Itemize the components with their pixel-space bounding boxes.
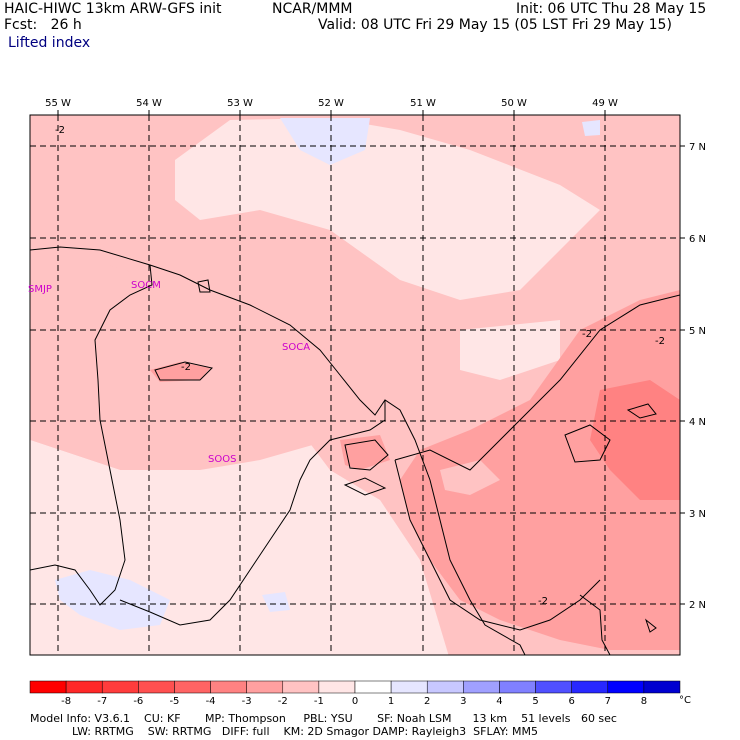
contour-label: -2 [55,125,65,136]
colorbar-swatch [426,680,464,694]
lon-label: 53 W [227,98,253,109]
forecast-hour: Fcst: 26 h [4,17,82,33]
lon-label: 52 W [318,98,344,109]
colorbar-swatch [463,680,500,694]
model-info-line1: Model Info: V3.6.1 CU: KF MP: Thompson P… [30,712,617,725]
colorbar-label: 6 [568,696,574,707]
colorbar-swatch [607,680,645,694]
lat-label: 2 N [689,600,706,611]
colorbar-unit: °C [679,695,691,706]
colorbar-swatch [65,680,103,694]
lat-label: 5 N [689,326,706,337]
colorbar-label: 2 [424,696,430,707]
axis-ticks [57,110,685,605]
map-frame [29,114,681,656]
colorbar-label: -6 [133,696,143,707]
colorbar-swatch [29,680,67,694]
lon-label: 50 W [501,98,527,109]
shaded-field [30,115,680,655]
valid-time: Valid: 08 UTC Fri 29 May 15 (05 LST Fri … [318,17,672,33]
colorbar-label: 7 [605,696,611,707]
colorbar-label: -5 [169,696,179,707]
colorbar-swatch [535,680,572,694]
colorbar-swatch [101,680,139,694]
coastline [29,246,611,656]
colorbar-label: 5 [532,696,538,707]
colorbar-label: -8 [61,696,71,707]
colorbar-label: 0 [352,696,358,707]
colorbar-swatch [318,680,356,694]
model-info-line2: LW: RRTMG SW: RRTMG DIFF: full KM: 2D Sm… [30,725,538,738]
station-label: SOCM [131,280,161,291]
station-label: SOOS [208,454,236,465]
colorbar-swatch [499,680,536,694]
init-time: Init: 06 UTC Thu 28 May 15 [516,1,707,17]
station-label: SOCA [282,342,310,353]
colorbar-swatch [246,680,284,694]
colorbar-swatch [174,680,211,694]
station-label: SMJP [28,284,52,295]
graticule [30,115,680,655]
contour-label: -2 [181,362,191,373]
contour-label: -2 [582,329,592,340]
contour-label: -2 [655,336,665,347]
colorbar-label: -4 [206,696,216,707]
lat-label: 6 N [689,234,706,245]
lat-label: 4 N [689,417,706,428]
model-title: HAIC-HIWC 13km ARW-GFS init [4,1,222,17]
lon-label: 49 W [592,98,618,109]
lon-label: 54 W [136,98,162,109]
contour-label: -2 [538,596,548,607]
colorbar-swatch [282,680,320,694]
lat-label: 7 N [689,142,706,153]
lon-label: 51 W [410,98,436,109]
colorbar-label: 1 [388,696,394,707]
colorbar-swatch [390,680,428,694]
contour-lines [154,279,680,633]
colorbar-swatch [643,680,681,694]
field-name: Lifted index [8,35,91,51]
colorbar [29,680,681,694]
colorbar-swatch [138,680,175,694]
org-label: NCAR/MMM [272,1,353,17]
colorbar-swatch [571,680,609,694]
colorbar-label: -7 [97,696,107,707]
lat-label: 3 N [689,509,706,520]
colorbar-label: 3 [460,696,466,707]
colorbar-label: -3 [242,696,252,707]
colorbar-label: -1 [314,696,324,707]
colorbar-label: 4 [496,696,502,707]
colorbar-label: -2 [278,696,288,707]
colorbar-label: 8 [641,696,647,707]
colorbar-swatch [354,680,392,694]
lon-label: 55 W [45,98,71,109]
colorbar-swatch [210,680,247,694]
